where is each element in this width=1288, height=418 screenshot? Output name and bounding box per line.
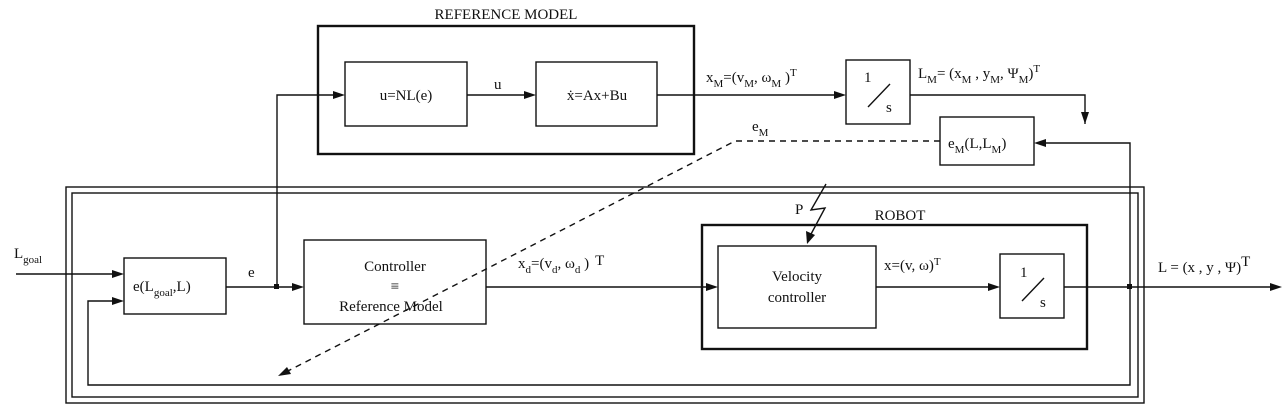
- arrowhead: [1270, 283, 1282, 291]
- ref-integrator-slash: [867, 83, 891, 108]
- controller-line1: Controller: [364, 259, 426, 275]
- x-signal-label: x=(v, ω)T: [884, 256, 941, 274]
- arrowhead: [988, 283, 1000, 291]
- reference-model-title: REFERENCE MODEL: [435, 7, 578, 23]
- error-block: [123, 257, 227, 315]
- l-feedback-loop: [87, 287, 1131, 386]
- velocity-controller-line1: Velocity: [772, 269, 822, 285]
- robot-integrator-slash: [1021, 277, 1045, 302]
- arrowhead: [806, 231, 815, 244]
- junction-dot: [1127, 284, 1132, 289]
- robot-title: ROBOT: [875, 208, 926, 224]
- lm-label: LM= (xM , yM, ΨM)T: [918, 63, 1040, 86]
- outer-frame-inner: [71, 192, 1139, 398]
- signal-u-label: u: [494, 77, 502, 93]
- em-dashed-signal: [283, 140, 940, 374]
- arrowhead: [292, 283, 304, 291]
- arrowhead: [278, 367, 291, 376]
- e-branch-to-ref-model: [276, 94, 339, 287]
- velocity-controller-block: [717, 245, 877, 329]
- error-block-label: e(Lgoal,L): [133, 279, 191, 299]
- nonlinear-block-label: u=NL(e): [380, 88, 433, 104]
- velocity-controller-line2: controller: [768, 290, 826, 306]
- ref-integrator-den: s: [886, 100, 892, 116]
- arrowhead: [524, 91, 536, 99]
- arrowhead: [112, 270, 124, 278]
- reference-model-frame: [316, 24, 696, 156]
- xd-label: xd=(vd, ωd ) T: [518, 253, 604, 276]
- arrowhead: [1081, 112, 1089, 124]
- controller-block: [303, 239, 487, 325]
- controller-line3: Reference Model: [339, 299, 443, 315]
- arrowhead: [112, 297, 124, 305]
- robot-integrator-num: 1: [1020, 265, 1028, 281]
- lm-line: [910, 94, 1086, 124]
- output-label: L = (x , y , Ψ)T: [1158, 254, 1250, 276]
- nonlinear-block: [344, 61, 468, 127]
- em-block-label: eM(L,LM): [948, 136, 1006, 156]
- xm-label: xM=(vM, ωM )T: [706, 67, 797, 90]
- arrowhead: [1034, 139, 1046, 147]
- signal-e-label: e: [248, 265, 255, 281]
- l-goal-label: Lgoal: [14, 246, 42, 266]
- state-space-block-label: ẋ=Ax+Bu: [567, 88, 628, 104]
- arrowhead: [834, 91, 846, 99]
- controller-line2: ≡: [391, 279, 399, 295]
- ref-integrator-num: 1: [864, 70, 872, 86]
- disturbance-label: P: [795, 202, 803, 218]
- robot-integrator-block: [999, 253, 1065, 319]
- disturbance-zigzag: [809, 183, 827, 237]
- outer-frame: [65, 186, 1145, 404]
- arrowhead: [706, 283, 718, 291]
- robot-integrator-den: s: [1040, 295, 1046, 311]
- em-signal-label: eM: [752, 119, 769, 139]
- arrowhead: [333, 91, 345, 99]
- l-feedback-to-em: [1040, 142, 1131, 287]
- ref-integrator-block: [845, 59, 911, 125]
- state-space-block: [535, 61, 658, 127]
